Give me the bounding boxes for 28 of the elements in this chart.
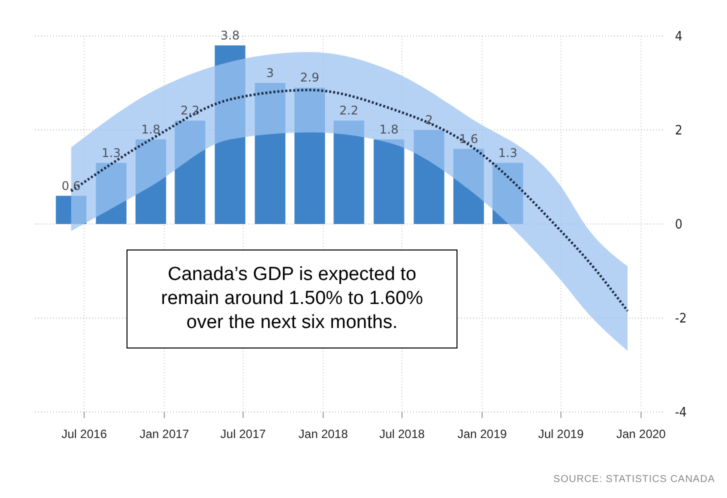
data-label: 2.2 bbox=[339, 104, 358, 118]
data-label: 2.9 bbox=[300, 70, 320, 85]
y-tick-label: 4 bbox=[675, 30, 682, 45]
y-tick-label: 0 bbox=[675, 218, 682, 233]
data-label: 2.2 bbox=[180, 104, 200, 118]
y-tick-label: -4 bbox=[675, 406, 687, 421]
data-label: 2 bbox=[425, 113, 433, 127]
data-label: 1.8 bbox=[379, 122, 399, 136]
x-tick-label: Jan 2019 bbox=[457, 427, 508, 441]
data-label: 1.3 bbox=[102, 146, 121, 160]
x-tick-label: Jul 2019 bbox=[538, 427, 584, 441]
x-tick-label: Jul 2017 bbox=[220, 427, 266, 441]
data-label: 3 bbox=[266, 66, 274, 80]
data-label: 1.8 bbox=[141, 122, 160, 136]
data-label: 3.8 bbox=[220, 28, 240, 42]
text-box: Canada’s GDP is expected to remain around 1.50% to 1.60% over the next six months. bbox=[126, 250, 458, 348]
annotation: Canada’s GDP is expected to remain around 1.50% to 1.60% over the next six months. bbox=[161, 264, 424, 333]
x-tick-label: Jul 2018 bbox=[379, 427, 426, 441]
data-label: 0.6 bbox=[62, 178, 81, 193]
x-tick-label: Jan 2018 bbox=[298, 427, 348, 441]
data-label: 1.6 bbox=[459, 132, 478, 146]
x-tick-label: Jul 2016 bbox=[62, 427, 108, 441]
data-label: 1.3 bbox=[498, 146, 518, 160]
x-tick-label: Jan 2017 bbox=[140, 427, 190, 441]
x-tick-label: Jan 2020 bbox=[616, 427, 666, 441]
y-tick-label: -2 bbox=[675, 312, 687, 327]
source-note: SOURCE: STATISTICS CANADA bbox=[553, 474, 715, 485]
y-tick-label: 2 bbox=[675, 124, 682, 139]
